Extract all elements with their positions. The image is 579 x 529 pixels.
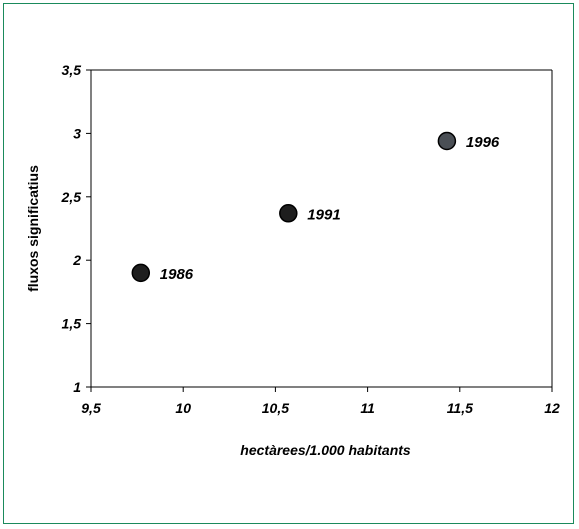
data-point-label: 1996 — [466, 134, 500, 151]
x-tick-label: 12 — [544, 400, 560, 416]
y-tick-label: 1,5 — [62, 316, 82, 332]
y-tick-label: 3 — [73, 125, 81, 141]
x-tick-label: 10 — [175, 400, 191, 416]
data-point — [437, 131, 457, 151]
plot-area — [90, 69, 553, 388]
data-point-label: 1991 — [307, 206, 340, 223]
y-axis-title: fluxos significatius — [25, 165, 41, 292]
y-tick-label: 3,5 — [62, 62, 82, 78]
x-tick-label: 11 — [360, 400, 375, 416]
y-tick-label: 2,5 — [61, 189, 82, 205]
x-tick-label: 10,5 — [262, 400, 289, 416]
y-tick-label: 1 — [73, 379, 81, 395]
data-point-label: 1986 — [160, 266, 194, 283]
data-points: 1986 1991 1996 — [131, 131, 500, 283]
y-tick-label: 2 — [72, 252, 81, 268]
data-point — [131, 263, 151, 283]
x-tick-label: 9,5 — [81, 400, 101, 416]
x-axis-title: hectàrees/1.000 habitants — [240, 442, 411, 458]
chart-frame — [3, 3, 574, 524]
data-point — [279, 204, 298, 223]
x-tick-label: 11,5 — [447, 400, 473, 416]
x-axis-ticks: 9,5 10 10,5 11 11,5 12 — [81, 387, 560, 416]
y-axis-ticks: 1 1,5 2 2,5 3 3,5 — [61, 62, 91, 395]
